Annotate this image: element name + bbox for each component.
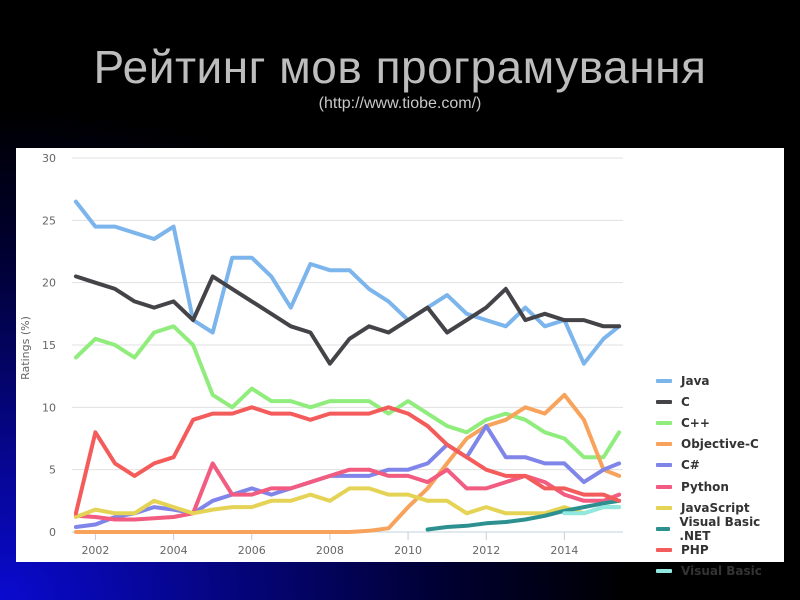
legend-item-visual-basic-net[interactable]: Visual Basic .NET bbox=[656, 515, 784, 543]
series-line-java[interactable] bbox=[73, 199, 622, 366]
y-tick-label: 30 bbox=[42, 152, 56, 165]
y-tick-label: 20 bbox=[42, 277, 56, 290]
x-tick-label: 2014 bbox=[550, 544, 578, 557]
x-tick-label: 2010 bbox=[394, 544, 422, 557]
legend-item-objective-c[interactable]: Objective-C bbox=[656, 434, 784, 455]
series-line-javascript[interactable] bbox=[73, 486, 622, 519]
legend-label: Java bbox=[681, 373, 710, 388]
legend-label: C# bbox=[681, 458, 700, 473]
legend-swatch-icon bbox=[656, 526, 671, 531]
legend-item-javascript[interactable]: JavaScript bbox=[656, 497, 784, 518]
legend-label: Visual Basic bbox=[681, 564, 762, 579]
x-tick-label: 2008 bbox=[316, 544, 344, 557]
legend-swatch-icon bbox=[656, 548, 672, 553]
series-line-objective-c[interactable] bbox=[73, 392, 622, 534]
x-tick-label: 2004 bbox=[160, 544, 188, 557]
series-line-c-[interactable] bbox=[73, 424, 622, 529]
slide-title: Рейтинг мов програмування bbox=[93, 41, 707, 93]
legend-label: Visual Basic .NET bbox=[679, 514, 761, 543]
legend-label: Objective-C bbox=[681, 437, 759, 452]
series-line-c-[interactable] bbox=[73, 324, 622, 460]
y-axis-ticks: 0 5 10 15 20 25 30 bbox=[42, 152, 56, 539]
legend-swatch-icon bbox=[656, 399, 672, 404]
legend-item-c-[interactable]: C# bbox=[656, 455, 784, 476]
slide-subtitle: (http://www.tiobe.com/) bbox=[318, 95, 482, 112]
x-axis-ticks: 2002 2004 2006 2008 2010 2012 2014 bbox=[81, 532, 578, 557]
x-tick-label: 2012 bbox=[472, 544, 500, 557]
x-tick-label: 2002 bbox=[81, 544, 109, 557]
legend-label: Python bbox=[681, 479, 729, 494]
y-axis-label: Ratings (%) bbox=[19, 316, 32, 380]
legend-label: C bbox=[681, 394, 690, 409]
legend-swatch-icon bbox=[656, 484, 672, 489]
y-tick-label: 10 bbox=[42, 401, 56, 414]
gridlines bbox=[72, 157, 623, 533]
legend-label: C++ bbox=[681, 415, 710, 430]
legend-swatch-icon bbox=[656, 463, 672, 468]
legend-swatch-icon bbox=[656, 442, 672, 447]
series-line-php[interactable] bbox=[73, 405, 622, 516]
y-tick-label: 5 bbox=[49, 464, 56, 477]
series-line-c[interactable] bbox=[73, 274, 622, 366]
legend-item-php[interactable]: PHP bbox=[656, 540, 784, 561]
legend-item-visual-basic[interactable]: Visual Basic bbox=[656, 561, 784, 582]
chart-panel: 0 5 10 15 20 25 30 2002 2004 2006 2008 2010 2012 201… bbox=[16, 148, 784, 578]
legend-swatch-icon bbox=[656, 378, 672, 383]
series-line-visual-basic-net[interactable] bbox=[425, 498, 622, 532]
y-tick-label: 25 bbox=[42, 214, 56, 227]
chart-legend: Java C C++ Objective-C C# Python JavaScript Vis… bbox=[656, 370, 784, 582]
line-chart: 0 5 10 15 20 25 30 2002 2004 2006 2008 2010 2012 201… bbox=[19, 152, 623, 557]
x-tick-label: 2006 bbox=[238, 544, 266, 557]
legend-item-c[interactable]: C bbox=[656, 391, 784, 412]
legend-swatch-icon bbox=[656, 420, 672, 425]
y-tick-label: 0 bbox=[49, 526, 56, 539]
series-lines bbox=[73, 199, 622, 534]
legend-item-python[interactable]: Python bbox=[656, 476, 784, 497]
legend-item-java[interactable]: Java bbox=[656, 370, 784, 391]
legend-swatch-icon bbox=[656, 505, 672, 510]
legend-swatch-icon bbox=[656, 569, 672, 574]
legend-label: JavaScript bbox=[681, 500, 750, 515]
series-line-visual-basic[interactable] bbox=[562, 505, 622, 516]
legend-item-c-[interactable]: C++ bbox=[656, 412, 784, 433]
legend-label: PHP bbox=[681, 543, 709, 558]
y-tick-label: 15 bbox=[42, 339, 56, 352]
